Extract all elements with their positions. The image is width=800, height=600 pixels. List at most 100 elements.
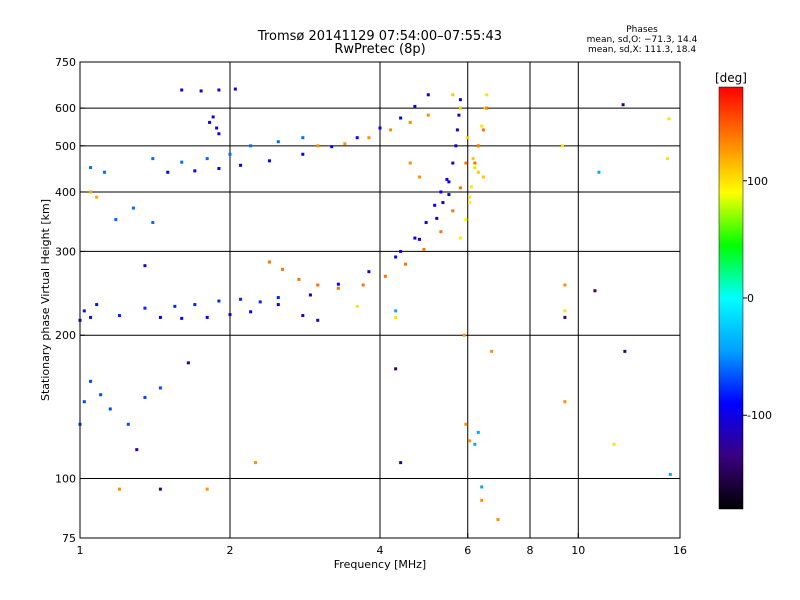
data-point	[103, 170, 107, 174]
y-tick-label: 600	[55, 102, 76, 115]
y-tick-label: 400	[55, 186, 76, 199]
data-point	[383, 274, 387, 278]
data-point	[399, 116, 403, 120]
data-point	[228, 152, 232, 156]
data-point	[462, 333, 466, 337]
chart-title: Tromsø 20141129 07:54:00–07:55:43	[257, 29, 502, 44]
data-point	[158, 386, 162, 390]
data-point	[355, 136, 359, 140]
data-point	[413, 236, 417, 240]
data-point	[464, 422, 468, 426]
data-point	[301, 152, 305, 156]
data-point	[473, 442, 477, 446]
x-tick-label: 10	[571, 544, 585, 557]
data-point	[89, 166, 93, 170]
data-point	[143, 306, 147, 310]
data-point	[239, 297, 243, 301]
data-point	[399, 249, 403, 253]
y-tick-label: 750	[55, 56, 76, 69]
data-point	[193, 169, 197, 173]
data-point	[394, 367, 398, 371]
data-point	[89, 190, 93, 194]
data-point	[308, 293, 312, 297]
data-point	[301, 314, 305, 318]
data-point	[471, 157, 475, 161]
data-point	[205, 157, 209, 161]
data-point	[217, 299, 221, 303]
data-point	[561, 144, 565, 148]
data-point	[433, 203, 437, 207]
data-point	[367, 270, 371, 274]
data-point	[435, 216, 439, 220]
data-point	[481, 128, 485, 132]
data-point	[117, 487, 121, 491]
data-point	[208, 120, 212, 124]
data-point	[413, 104, 417, 108]
data-point	[563, 400, 567, 404]
data-point	[426, 93, 430, 97]
data-point	[476, 170, 480, 174]
data-point	[108, 407, 112, 411]
data-point	[485, 106, 489, 110]
data-point	[301, 136, 305, 140]
data-point	[267, 260, 271, 264]
data-point	[336, 282, 340, 286]
data-point	[563, 283, 567, 287]
data-point	[458, 106, 462, 110]
data-point	[563, 315, 567, 319]
data-point	[408, 161, 412, 165]
data-point	[496, 518, 500, 522]
x-tick-label: 2	[227, 544, 234, 557]
data-point	[439, 230, 443, 234]
data-point	[441, 201, 445, 205]
data-point	[621, 103, 625, 107]
x-tick-label: 4	[377, 544, 384, 557]
data-point	[228, 313, 232, 317]
data-point	[480, 485, 484, 489]
data-point	[297, 277, 301, 281]
grid-lines	[80, 62, 680, 538]
data-point	[276, 296, 280, 300]
x-tick-label: 6	[464, 544, 471, 557]
data-point	[135, 448, 139, 452]
data-point	[455, 128, 459, 132]
data-point	[485, 93, 489, 97]
data-point	[267, 159, 271, 163]
data-point	[233, 87, 237, 91]
data-point	[355, 304, 359, 308]
colorbar-unit: [deg]	[715, 71, 747, 85]
data-point	[668, 472, 672, 476]
data-point	[330, 145, 334, 149]
data-point	[205, 315, 209, 319]
data-point	[424, 221, 428, 225]
data-point	[483, 106, 487, 110]
y-tick-label: 300	[55, 245, 76, 258]
data-point	[117, 314, 121, 318]
data-point	[451, 209, 455, 213]
data-point	[665, 157, 669, 161]
data-point	[394, 255, 398, 259]
stats-line-x: mean, sd,X: 111.3, 18.4	[588, 45, 696, 55]
data-point	[480, 498, 484, 502]
y-tick-label: 200	[55, 329, 76, 342]
data-point	[394, 309, 398, 313]
data-point	[447, 180, 451, 184]
data-point	[316, 283, 320, 287]
data-point	[394, 315, 398, 319]
data-point	[193, 303, 197, 307]
data-point	[180, 88, 184, 92]
data-point	[126, 422, 130, 426]
x-tick-label: 8	[527, 544, 534, 557]
data-point	[399, 461, 403, 465]
x-axis-label: Frequency [MHz]	[334, 558, 426, 571]
y-tick-label: 75	[62, 532, 76, 545]
data-point	[458, 98, 462, 102]
data-point	[623, 349, 627, 353]
data-point	[667, 117, 671, 121]
data-point	[166, 170, 170, 174]
data-point	[422, 247, 426, 251]
data-point	[476, 430, 480, 434]
data-point	[249, 144, 253, 148]
data-point	[468, 201, 472, 205]
